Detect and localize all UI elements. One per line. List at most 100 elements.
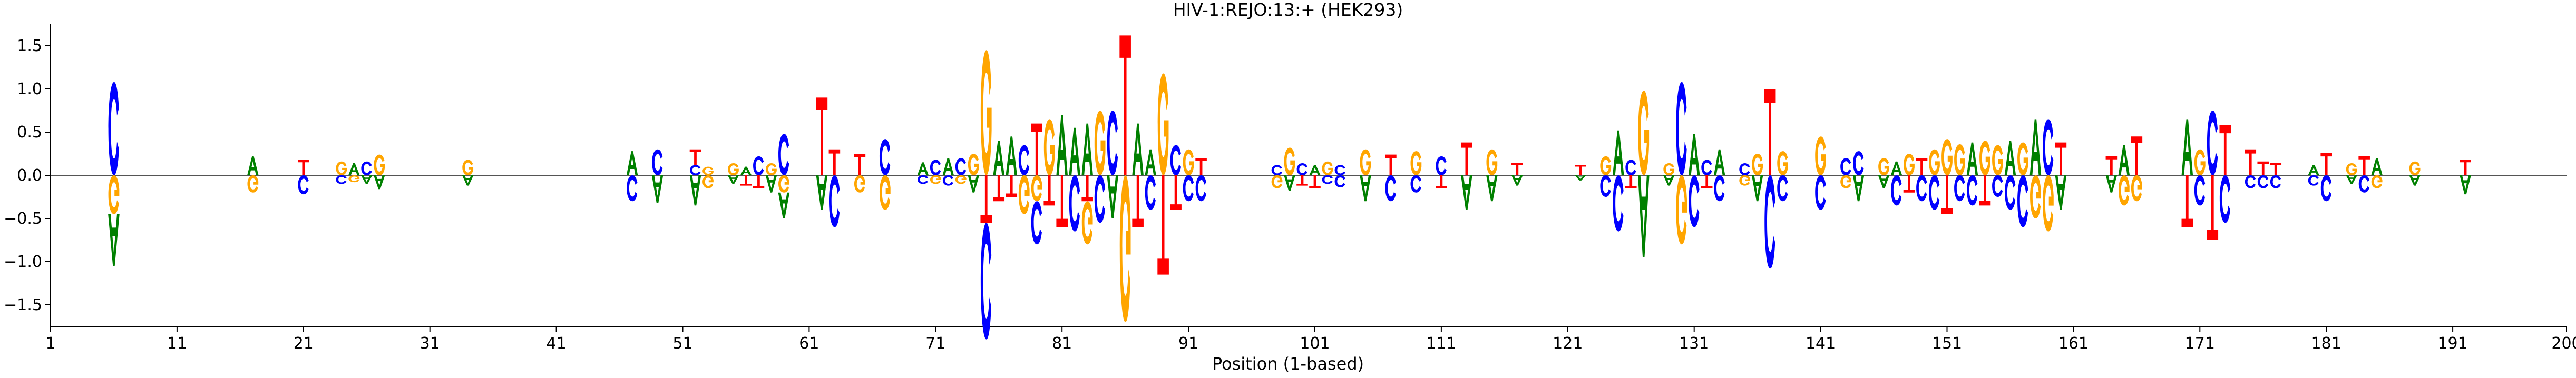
letter-t-mark bbox=[1461, 142, 1472, 175]
letter-a-mark bbox=[727, 175, 739, 184]
x-tick-label: 191 bbox=[2437, 334, 2467, 353]
letter-glyph bbox=[740, 175, 752, 186]
letter-glyph bbox=[1170, 175, 1182, 210]
letter-a-mark bbox=[247, 156, 259, 175]
letter-glyph bbox=[1777, 175, 1788, 202]
letter-a-mark bbox=[108, 214, 120, 266]
letter-glyph bbox=[1296, 175, 1308, 186]
letter-glyph bbox=[1081, 123, 1093, 175]
letter-g-mark bbox=[1777, 151, 1788, 175]
letter-glyph bbox=[1043, 119, 1055, 175]
letter-glyph bbox=[1094, 175, 1106, 223]
letter-t-mark bbox=[2257, 161, 2269, 175]
letter-t-mark bbox=[2358, 156, 2370, 175]
letter-glyph bbox=[2017, 142, 2028, 175]
letter-a-mark bbox=[993, 141, 1005, 175]
letter-g-mark bbox=[1183, 149, 1194, 175]
letter-a-mark bbox=[2105, 175, 2118, 193]
letter-t-mark bbox=[1916, 158, 1928, 175]
letter-c-mark bbox=[778, 134, 789, 175]
letter-glyph bbox=[1941, 139, 1953, 175]
letter-glyph bbox=[942, 175, 954, 186]
letter-a-mark bbox=[1056, 115, 1068, 175]
x-tick-label: 200 bbox=[2551, 334, 2576, 353]
letter-glyph bbox=[1018, 175, 1030, 214]
letter-g-mark bbox=[728, 163, 739, 175]
letter-glyph bbox=[2409, 175, 2421, 186]
letter-glyph bbox=[1461, 175, 1472, 210]
letter-glyph bbox=[1486, 175, 1498, 202]
letter-g-mark bbox=[374, 154, 385, 175]
letter-glyph bbox=[689, 175, 701, 206]
letter-g-mark bbox=[2118, 175, 2130, 206]
letter-t-mark bbox=[854, 154, 866, 175]
letter-t-mark bbox=[816, 97, 828, 175]
letter-a-mark bbox=[1145, 149, 1156, 175]
x-tick-label: 71 bbox=[925, 334, 945, 353]
letter-glyph bbox=[1663, 163, 1675, 175]
letter-glyph bbox=[1385, 154, 1397, 175]
letter-glyph bbox=[247, 156, 259, 175]
letter-glyph bbox=[1701, 175, 1713, 188]
letter-t-mark bbox=[1296, 175, 1308, 186]
letter-glyph bbox=[1360, 175, 1371, 202]
x-tick-label: 1 bbox=[45, 334, 55, 353]
x-tick-label: 91 bbox=[1178, 334, 1198, 353]
letter-c-mark bbox=[1031, 201, 1042, 245]
letter-glyph bbox=[1954, 175, 1965, 202]
letter-glyph bbox=[1486, 149, 1498, 175]
letter-glyph bbox=[2320, 175, 2332, 202]
letter-glyph bbox=[1613, 175, 1624, 232]
letter-glyph bbox=[2105, 156, 2118, 175]
letter-glyph bbox=[753, 156, 764, 175]
letter-c-mark bbox=[1929, 175, 1940, 210]
letter-glyph bbox=[854, 154, 866, 175]
letter-g-mark bbox=[462, 160, 474, 175]
letter-c-mark bbox=[2358, 175, 2370, 193]
letter-glyph bbox=[1170, 145, 1182, 175]
letter-glyph bbox=[348, 175, 360, 183]
letter-g-mark bbox=[1031, 175, 1042, 202]
letter-glyph bbox=[2118, 145, 2130, 175]
letter-glyph bbox=[879, 139, 891, 175]
letter-glyph bbox=[955, 175, 967, 184]
letter-glyph bbox=[2245, 175, 2256, 188]
letter-c-mark bbox=[361, 161, 372, 175]
letter-g-mark bbox=[980, 50, 992, 175]
letter-a-mark bbox=[2409, 175, 2421, 186]
letter-glyph bbox=[1979, 141, 1990, 175]
letter-glyph bbox=[1436, 156, 1447, 175]
letter-a-mark bbox=[1612, 130, 1624, 175]
letter-a-mark bbox=[2004, 141, 2016, 175]
letter-c-mark bbox=[1967, 175, 1978, 206]
letter-c-mark bbox=[1334, 165, 1345, 175]
letter-glyph bbox=[1132, 123, 1144, 175]
letter-glyph bbox=[373, 175, 385, 190]
letter-glyph bbox=[1752, 154, 1763, 175]
letter-glyph bbox=[2371, 158, 2383, 175]
letter-glyph bbox=[968, 154, 979, 175]
letter-g-mark bbox=[968, 154, 979, 175]
letter-glyph bbox=[2320, 153, 2332, 175]
letter-c-mark bbox=[2308, 175, 2319, 186]
letter-glyph bbox=[1271, 175, 1283, 188]
letter-glyph bbox=[2131, 175, 2142, 202]
letter-glyph bbox=[2257, 175, 2269, 188]
letter-glyph bbox=[2029, 119, 2042, 175]
letter-g-mark bbox=[1840, 175, 1851, 188]
letter-glyph bbox=[1511, 175, 1523, 186]
letter-t-mark bbox=[1006, 175, 1018, 197]
letter-glyph bbox=[2358, 156, 2370, 175]
letter-c-mark bbox=[1764, 175, 1775, 269]
letter-glyph bbox=[1334, 165, 1345, 175]
letter-g-mark bbox=[766, 163, 777, 175]
letter-a-mark bbox=[1006, 136, 1018, 175]
letter-glyph bbox=[2409, 161, 2421, 175]
letter-glyph bbox=[1081, 175, 1093, 202]
letter-glyph bbox=[2004, 141, 2016, 175]
letter-t-mark bbox=[1385, 154, 1397, 175]
letter-t-mark bbox=[1511, 163, 1523, 175]
letter-glyph bbox=[1637, 175, 1650, 257]
